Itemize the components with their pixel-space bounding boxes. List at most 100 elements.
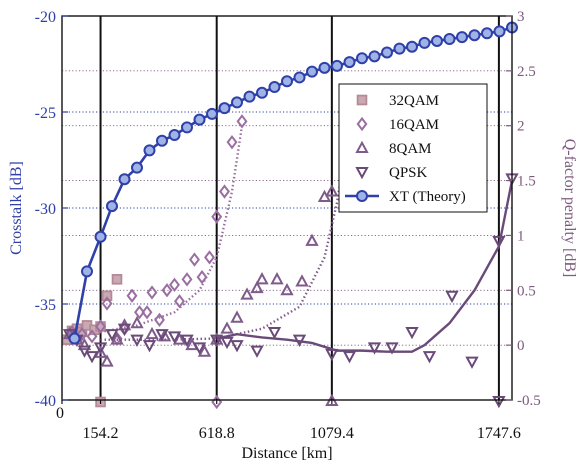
series-1-point-22 xyxy=(236,114,248,129)
series-4-point-0 xyxy=(68,332,81,345)
x-tick-label-3: 1079.4 xyxy=(310,425,354,442)
series-4-point-23 xyxy=(356,52,368,65)
legend-item-2: 8QAM xyxy=(355,140,432,157)
series-1-point-18 xyxy=(204,250,215,265)
left-y-axis: -40 -35 -30 -25 -20 xyxy=(35,9,68,410)
series-4-point-2 xyxy=(94,230,107,243)
series-3-point-8 xyxy=(142,340,157,353)
series-4-point-29 xyxy=(431,34,443,47)
series-1-point-12 xyxy=(161,283,173,298)
left-tick-label-1: -35 xyxy=(35,297,56,314)
series-4-point-24 xyxy=(368,50,381,63)
legend-label-1: 16QAM xyxy=(389,117,439,133)
legend-label-4: XT (Theory) xyxy=(389,189,466,205)
legend-marker-1 xyxy=(356,116,368,132)
series-3-point-4 xyxy=(93,342,108,355)
series-4-point-5 xyxy=(131,161,143,174)
series-1-point-9 xyxy=(141,305,153,320)
series-1-point-16 xyxy=(189,252,200,267)
series-3-point-18 xyxy=(292,334,307,347)
series-2-point-20 xyxy=(280,282,294,296)
series-3-point-3 xyxy=(85,351,99,364)
legend-label-3: QPSK xyxy=(389,165,428,181)
series-4-point-12 xyxy=(218,102,231,115)
series-2-point-4 xyxy=(100,354,114,367)
series-0-point-7 xyxy=(101,290,113,302)
series-4-point-9 xyxy=(181,121,193,134)
series-4-point-34 xyxy=(493,25,506,38)
series-3-point-14 xyxy=(220,336,234,350)
series-1-point-15 xyxy=(181,272,193,287)
series-2-point-9 xyxy=(157,329,172,342)
series-3-point-27 xyxy=(492,235,506,249)
x-tick-label-0: 0 xyxy=(56,405,64,422)
series-4-point-32 xyxy=(468,29,481,42)
series-4-point-17 xyxy=(281,75,293,88)
legend-label-0: 32QAM xyxy=(389,93,439,109)
left-tick-label-0: -40 xyxy=(35,393,56,410)
series-4-point-14 xyxy=(243,90,256,103)
legend-item-0: 32QAM xyxy=(356,93,439,109)
legend-item-3: QPSK xyxy=(355,165,428,181)
series-4-point-33 xyxy=(481,27,493,40)
right-tick-label-1: 0 xyxy=(517,338,525,354)
series-3-point-10 xyxy=(167,331,182,344)
legend-marker-3 xyxy=(355,167,369,180)
series-2-fit-line xyxy=(100,125,351,341)
series-4-point-26 xyxy=(393,42,406,55)
x-tick-label-4: 1747.6 xyxy=(477,425,521,442)
series-layer xyxy=(61,21,519,410)
y-axis-label-right: Q-factor penalty [dB] xyxy=(561,139,576,278)
series-2-point-14 xyxy=(220,321,234,334)
series-1-point-11 xyxy=(154,312,165,328)
series-3-point-15 xyxy=(230,340,244,353)
series-4-point-13 xyxy=(231,96,243,109)
series-1-point-21 xyxy=(226,135,238,150)
series-3-point-9 xyxy=(155,329,169,342)
series-2-point-21 xyxy=(295,274,309,287)
series-4-point-25 xyxy=(381,46,393,59)
series-3-point-17 xyxy=(267,326,282,340)
series-4-point-31 xyxy=(456,31,468,44)
series-4-point-22 xyxy=(343,56,356,69)
series-1-point-10 xyxy=(146,285,158,300)
series-2-point-17 xyxy=(250,280,264,294)
series-1-point-17 xyxy=(196,269,208,285)
series-1-fit-line xyxy=(100,125,244,334)
series-0-point-8 xyxy=(111,274,123,285)
series-3-point-16 xyxy=(250,345,264,358)
left-tick-label-4: -20 xyxy=(35,9,56,26)
vertical-lines xyxy=(99,16,500,400)
legend-item-4: XT (Theory) xyxy=(345,189,466,205)
series-4-point-18 xyxy=(293,71,306,84)
legend-marker-0 xyxy=(356,94,368,106)
series-1-point-13 xyxy=(169,277,180,292)
legend-marker-4 xyxy=(356,190,368,202)
edge-markers xyxy=(95,393,506,410)
series-3-point-26 xyxy=(465,356,479,369)
series-3-point-7 xyxy=(130,334,144,347)
right-tick-label-2: 0.5 xyxy=(517,283,536,299)
series-3-point-5 xyxy=(105,329,119,342)
series-1-point-2 xyxy=(86,329,98,344)
legend-item-1: 16QAM xyxy=(356,116,439,133)
right-y-axis: -0.5 0 0.5 1 1.5 2 2.5 3 xyxy=(506,9,541,409)
series-3-point-12 xyxy=(192,342,207,355)
right-tick-label-4: 1.5 xyxy=(517,174,536,190)
x-axis-label: Distance [km] xyxy=(241,445,332,462)
series-4-point-3 xyxy=(106,200,118,213)
series-2-point-24 xyxy=(325,184,339,197)
series-1 xyxy=(66,114,248,346)
series-4-point-7 xyxy=(156,134,168,147)
series-2-point-7 xyxy=(130,315,144,329)
series-1-point-1 xyxy=(76,327,88,342)
series-4-point-15 xyxy=(256,86,268,99)
series-3-point-24 xyxy=(422,351,437,364)
series-3-point-13 xyxy=(210,334,224,347)
right-tick-label-6: 2.5 xyxy=(517,64,536,80)
series-4-point-19 xyxy=(306,65,318,78)
series-1-point-7 xyxy=(126,288,138,303)
right-tick-label-7: 3 xyxy=(517,9,525,25)
series-1-point-8 xyxy=(134,305,145,320)
